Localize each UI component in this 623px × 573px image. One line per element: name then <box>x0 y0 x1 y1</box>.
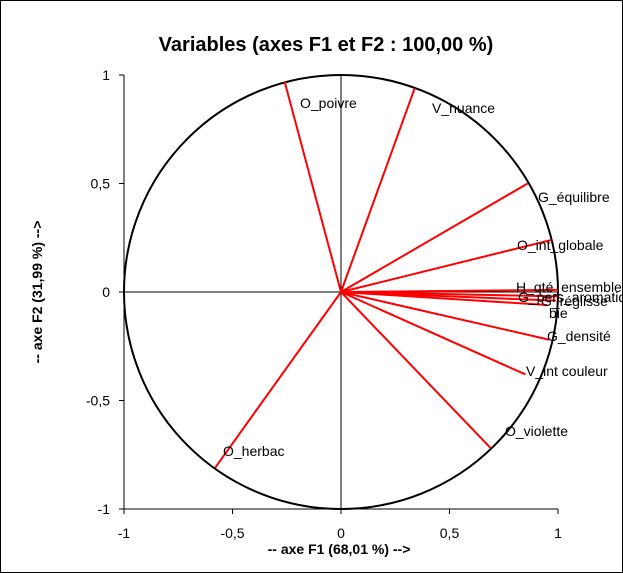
x-tick-label: -1 <box>118 525 131 541</box>
variable-vector <box>214 291 342 469</box>
variable-label: bie <box>549 305 568 321</box>
variable-vector <box>340 182 529 293</box>
variable-label: G_pers_aromatique <box>518 289 622 305</box>
variable-vector <box>340 291 492 449</box>
variable-vector <box>340 291 526 376</box>
x-axis-title: -- axe F1 (68,01 %) --> <box>268 541 411 557</box>
variable-label: O_poivre <box>300 95 357 111</box>
variable-label: O_herbac <box>223 443 284 459</box>
x-tick-label: -0,5 <box>220 525 244 541</box>
variable-label: G_densité <box>547 328 611 344</box>
variable-label: O_violette <box>505 423 568 439</box>
x-tick-label: 0 <box>337 525 345 541</box>
variable-vector <box>340 238 552 293</box>
variable-label: H_qté_ensemble <box>516 279 622 295</box>
variable-vector <box>340 87 416 293</box>
y-tick-label: 1 <box>102 67 110 83</box>
x-tick-label: 0,5 <box>440 525 460 541</box>
variable-vector <box>283 81 342 293</box>
y-axis-title: -- axe F2 (31,99 %) --> <box>29 221 45 364</box>
y-tick-label: 0 <box>102 284 110 300</box>
variable-label: V_int couleur <box>526 363 608 379</box>
variable-label: O_int_globale <box>517 237 604 253</box>
x-tick-label: 1 <box>554 525 562 541</box>
y-tick-label: -0,5 <box>86 393 110 409</box>
y-tick-label: 0,5 <box>91 176 111 192</box>
variable-label: V_nuance <box>432 100 495 116</box>
variable-label: G_réglisse <box>541 293 608 309</box>
chart-title: Variables (axes F1 et F2 : 100,00 %) <box>159 34 494 56</box>
variable-vector <box>340 291 550 341</box>
variable-vector <box>340 288 559 293</box>
variable-vector <box>340 291 548 307</box>
y-tick-label: -1 <box>98 501 111 517</box>
variable-label: G_équilibre <box>538 189 610 205</box>
